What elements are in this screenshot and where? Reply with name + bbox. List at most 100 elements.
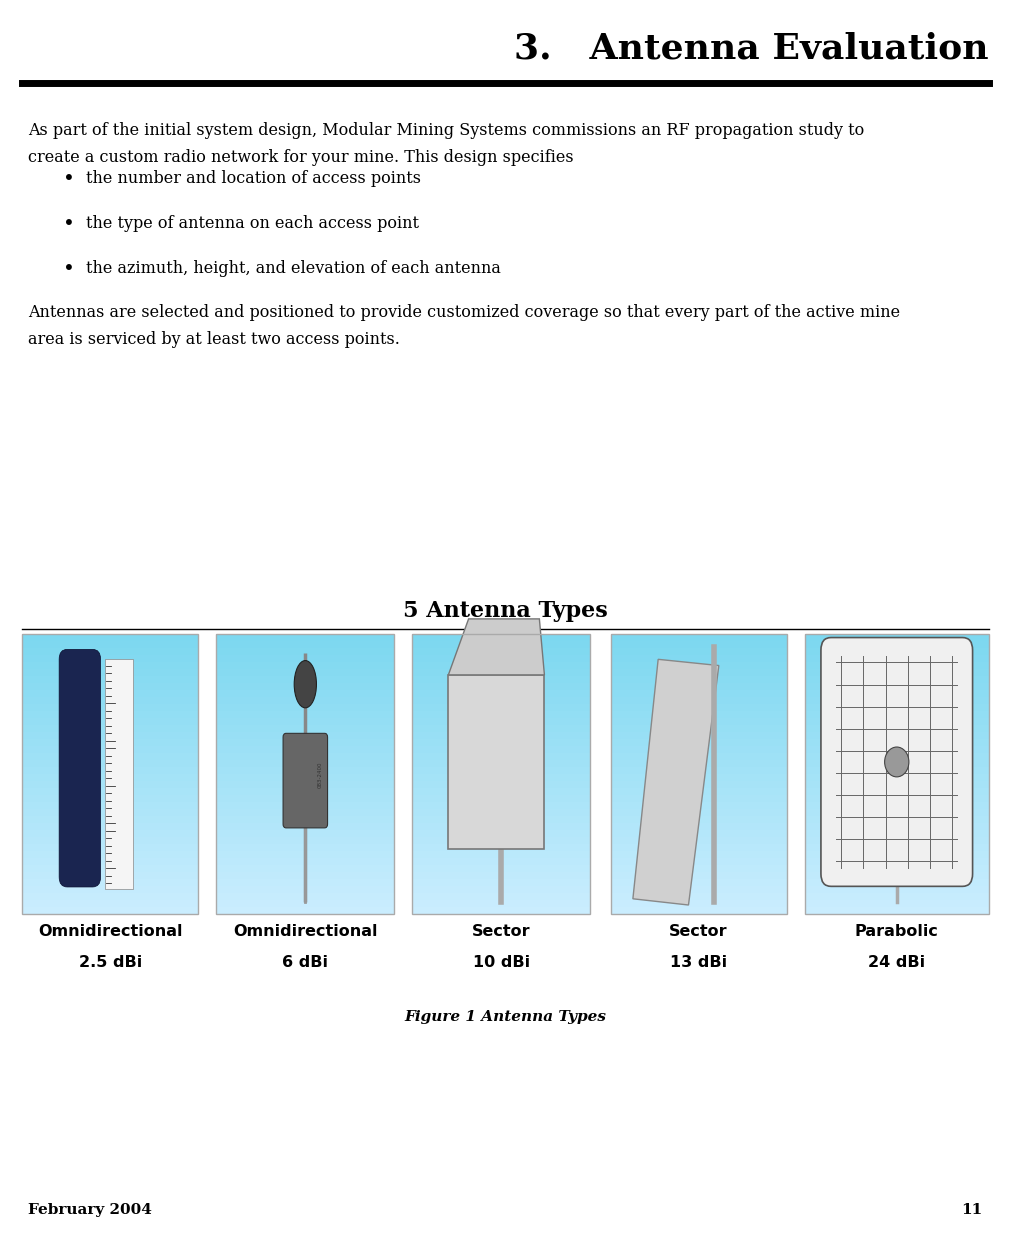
Bar <box>611 845 787 851</box>
Bar <box>22 733 198 739</box>
Bar <box>412 880 590 886</box>
Bar <box>611 648 787 656</box>
Bar <box>412 837 590 845</box>
Bar <box>22 739 198 746</box>
Bar <box>611 698 787 704</box>
Bar <box>611 802 787 810</box>
Bar <box>412 789 590 795</box>
Bar <box>216 866 394 872</box>
Bar <box>216 634 394 642</box>
Bar <box>22 719 198 725</box>
Bar <box>805 845 989 851</box>
Bar <box>22 831 198 837</box>
Bar <box>611 704 787 712</box>
FancyBboxPatch shape <box>59 649 101 887</box>
Bar <box>412 824 590 831</box>
Ellipse shape <box>294 661 316 708</box>
Bar <box>216 739 394 746</box>
Bar <box>216 851 394 858</box>
Bar <box>805 880 989 886</box>
Bar <box>805 733 989 739</box>
Bar <box>611 774 787 781</box>
Bar <box>412 725 590 733</box>
Bar <box>805 719 989 725</box>
Bar <box>216 768 394 774</box>
Bar <box>22 683 198 690</box>
Bar <box>611 893 787 901</box>
Bar <box>412 733 590 739</box>
Bar <box>805 781 989 789</box>
Bar <box>611 781 787 789</box>
Bar <box>216 774 394 781</box>
Text: Figure 1 Antenna Types: Figure 1 Antenna Types <box>404 1010 607 1024</box>
Bar <box>805 669 989 677</box>
Bar <box>412 774 590 781</box>
Bar <box>412 634 590 642</box>
Text: February 2004: February 2004 <box>28 1203 153 1217</box>
Bar <box>216 837 394 845</box>
Bar <box>805 789 989 795</box>
Bar <box>805 754 989 760</box>
Text: •: • <box>63 215 75 234</box>
Bar <box>216 845 394 851</box>
Bar <box>611 789 787 795</box>
Bar <box>22 698 198 704</box>
Bar <box>805 907 989 914</box>
Bar <box>412 754 590 760</box>
Bar <box>412 816 590 824</box>
Text: As part of the initial system design, Modular Mining Systems commissions an RF p: As part of the initial system design, Mo… <box>28 122 864 139</box>
Text: the number and location of access points: the number and location of access points <box>86 170 421 188</box>
Bar <box>22 760 198 768</box>
Bar <box>611 733 787 739</box>
Bar <box>22 789 198 795</box>
Bar <box>412 886 590 893</box>
Bar <box>216 704 394 712</box>
Bar <box>412 739 590 746</box>
Bar <box>412 669 590 677</box>
Bar <box>611 760 787 768</box>
Bar <box>216 656 394 662</box>
Bar <box>22 677 198 683</box>
Text: •: • <box>63 170 75 189</box>
Bar <box>805 810 989 816</box>
Bar <box>805 662 989 669</box>
Bar <box>412 907 590 914</box>
FancyBboxPatch shape <box>449 674 544 848</box>
Bar <box>611 754 787 760</box>
Bar <box>216 669 394 677</box>
Bar <box>412 851 590 858</box>
Bar <box>805 831 989 837</box>
Bar <box>412 662 590 669</box>
Bar <box>412 690 590 698</box>
Bar <box>805 642 989 648</box>
Text: the type of antenna on each access point: the type of antenna on each access point <box>86 215 419 233</box>
Bar <box>216 880 394 886</box>
Bar <box>22 662 198 669</box>
Bar <box>216 746 394 754</box>
Bar <box>216 802 394 810</box>
Bar <box>216 858 394 866</box>
Bar <box>216 648 394 656</box>
Bar <box>216 712 394 718</box>
Polygon shape <box>449 618 544 674</box>
Bar <box>805 872 989 880</box>
Bar <box>805 824 989 831</box>
Bar <box>22 907 198 914</box>
Text: area is serviced by at least two access points.: area is serviced by at least two access … <box>28 331 400 348</box>
Bar <box>22 648 198 656</box>
Bar <box>412 768 590 774</box>
Text: 3.   Antenna Evaluation: 3. Antenna Evaluation <box>515 31 989 65</box>
Circle shape <box>885 746 909 776</box>
Bar <box>22 656 198 662</box>
Bar <box>22 851 198 858</box>
Bar <box>805 648 989 656</box>
Bar <box>216 662 394 669</box>
Bar <box>22 845 198 851</box>
Bar <box>412 683 590 690</box>
Bar <box>216 795 394 802</box>
Text: the azimuth, height, and elevation of each antenna: the azimuth, height, and elevation of ea… <box>86 260 500 277</box>
Bar <box>216 816 394 824</box>
Bar <box>22 795 198 802</box>
Bar <box>22 886 198 893</box>
Bar <box>216 810 394 816</box>
